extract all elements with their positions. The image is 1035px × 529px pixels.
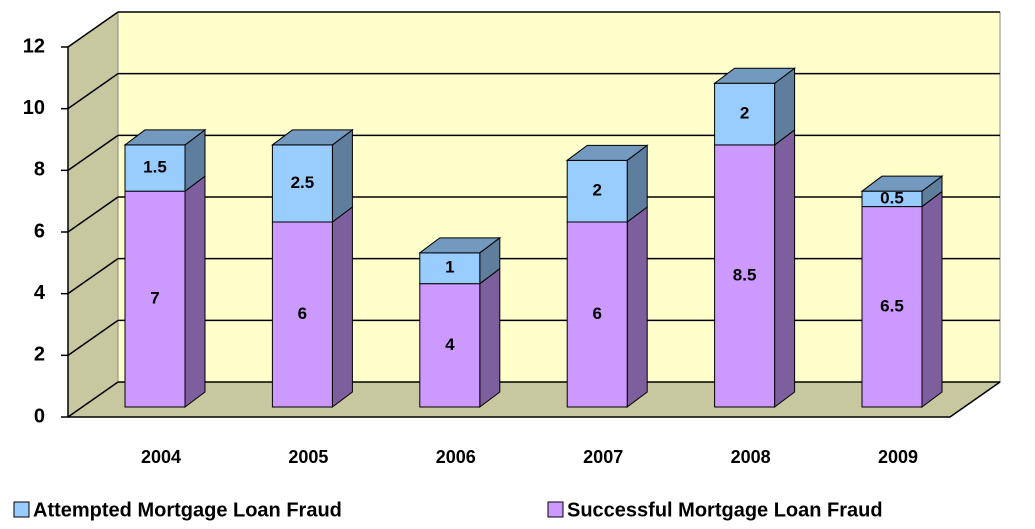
bar-top: [123, 129, 207, 146]
legend-swatch: [547, 501, 564, 518]
y-tick-label: 10: [23, 97, 45, 119]
grid-line: [67, 381, 119, 418]
y-tick-label: 12: [23, 35, 45, 57]
bar-side: [331, 206, 353, 408]
x-axis: [68, 381, 1001, 418]
value-label: 6.5: [880, 296, 904, 315]
legend-swatch: [13, 501, 30, 518]
grid-line: [67, 319, 119, 356]
value-label: 1: [445, 258, 454, 277]
grid-line: [67, 11, 119, 48]
grid-line: [67, 258, 119, 295]
bar: [714, 144, 776, 408]
bar-side: [479, 267, 501, 408]
value-label: 0.5: [880, 188, 904, 207]
value-label: 2: [740, 104, 749, 123]
y-tick-label: 2: [34, 344, 45, 366]
bar-side: [774, 128, 796, 408]
x-tick-label: 2009: [878, 447, 918, 467]
x-tick-label: 2005: [288, 447, 328, 467]
y-tick-label: 4: [34, 282, 46, 304]
value-label: 2: [592, 181, 601, 200]
grid-line: [67, 196, 119, 233]
bar-top: [418, 237, 502, 254]
y-tick-label: 8: [34, 159, 45, 181]
value-label: 2.5: [291, 173, 315, 192]
x-tick-label: 2004: [141, 447, 181, 467]
value-label: 1.5: [143, 158, 167, 177]
value-label: 4: [445, 335, 455, 354]
bar: [566, 221, 628, 408]
legend-label: Successful Mortgage Loan Fraud: [567, 499, 883, 521]
bar: [271, 221, 333, 408]
value-label: 6: [592, 304, 601, 323]
y-tick-label: 0: [34, 405, 45, 427]
bar: [124, 144, 186, 192]
bar-top: [713, 67, 797, 84]
bar-top: [565, 144, 649, 161]
bar: [861, 206, 923, 408]
bar-side: [921, 190, 943, 408]
bar: [419, 283, 481, 408]
value-label: 6: [298, 304, 307, 323]
grid-line: [67, 134, 119, 171]
grid-line: [67, 73, 119, 110]
x-tick-label: 2006: [436, 447, 476, 467]
floor: [66, 381, 1002, 418]
bar: [714, 82, 776, 146]
bar-side: [184, 175, 206, 408]
bar-top: [270, 129, 354, 146]
y-tick-label: 6: [34, 220, 45, 242]
value-label: 8.5: [733, 265, 757, 284]
bar-top: [860, 175, 944, 192]
bar-side: [331, 128, 353, 223]
bar: [124, 190, 186, 408]
bar: [419, 252, 481, 285]
x-tick-label: 2008: [731, 447, 771, 467]
bar: [566, 159, 628, 223]
legend-label: Attempted Mortgage Loan Fraud: [33, 499, 342, 521]
bar-side: [626, 206, 648, 408]
x-tick-label: 2007: [583, 447, 623, 467]
value-label: 7: [150, 289, 159, 308]
